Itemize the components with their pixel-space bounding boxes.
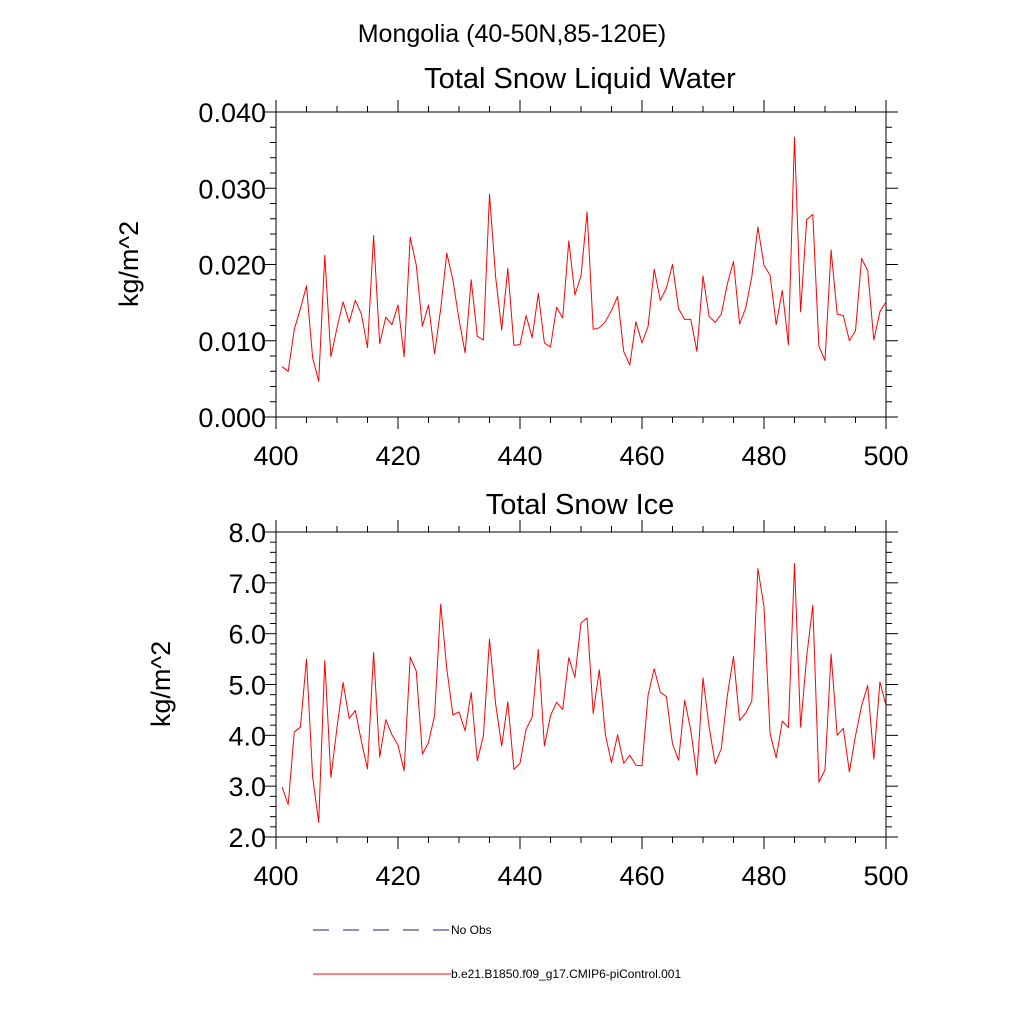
- panel-snow-ice: Total Snow Ice 2.0 3.0 4.0 5.0 6.0 7.0 8.0 400…: [146, 489, 909, 891]
- legend-label-model-run: b.e21.B1850.f09_g17.CMIP6-piControl.001: [451, 967, 681, 981]
- x-tick-label: 420: [375, 441, 420, 471]
- series-group: [281, 136, 887, 382]
- legend: No Obs b.e21.B1850.f09_g17.CMIP6-piContr…: [313, 923, 681, 981]
- series-line: [281, 563, 887, 823]
- x-axis-tick-labels: 400 420 440 460 480 500: [253, 861, 908, 891]
- y-tick-label: 8.0: [228, 518, 266, 548]
- legend-label-no-obs: No Obs: [451, 923, 492, 937]
- y-tick-label: 0.040: [198, 98, 266, 128]
- y-tick-label: 0.020: [198, 251, 266, 281]
- panel-snow-liquid-water: Total Snow Liquid Water 0.0000.0100.0200…: [114, 63, 909, 471]
- x-tick-label: 480: [741, 441, 786, 471]
- y-tick-label: 4.0: [228, 721, 266, 751]
- panel-title: Total Snow Ice: [486, 489, 675, 521]
- y-axis-tick-labels: 0.000 0.010 0.020 0.030 0.040: [198, 98, 266, 433]
- y-axis-tick-labels: 2.0 3.0 4.0 5.0 6.0 7.0 8.0: [228, 518, 266, 853]
- y-axis-label: kg/m^2: [114, 221, 144, 307]
- x-tick-label: 500: [863, 441, 908, 471]
- y-tick-label: 5.0: [228, 671, 266, 701]
- x-tick-label: 400: [253, 861, 298, 891]
- x-tick-label: 440: [497, 441, 542, 471]
- figure-title: Mongolia (40-50N,85-120E): [358, 20, 667, 48]
- series-group: [281, 563, 887, 823]
- series-line: [281, 136, 887, 382]
- x-axis-tick-labels: 400 420 440 460 480 500: [253, 441, 908, 471]
- x-tick-label: 500: [863, 861, 908, 891]
- axis-ticks: [264, 520, 898, 849]
- axis-ticks: [264, 100, 898, 429]
- plot-frame: [275, 531, 887, 838]
- panel-title: Total Snow Liquid Water: [424, 63, 736, 95]
- x-tick-label: 400: [253, 441, 298, 471]
- x-tick-label: 460: [619, 441, 664, 471]
- y-tick-label: 0.030: [198, 174, 266, 204]
- y-tick-label: 3.0: [228, 772, 266, 802]
- x-tick-label: 420: [375, 861, 420, 891]
- y-tick-label: 6.0: [228, 620, 266, 650]
- y-tick-label: 7.0: [228, 569, 266, 599]
- y-tick-label: 0.010: [198, 327, 266, 357]
- plot-frame: [275, 111, 887, 418]
- x-tick-label: 480: [741, 861, 786, 891]
- x-tick-label: 460: [619, 861, 664, 891]
- y-axis-label: kg/m^2: [146, 641, 176, 727]
- y-tick-label: 2.0: [228, 823, 266, 853]
- x-tick-label: 440: [497, 861, 542, 891]
- y-tick-label: 0.000: [198, 403, 266, 433]
